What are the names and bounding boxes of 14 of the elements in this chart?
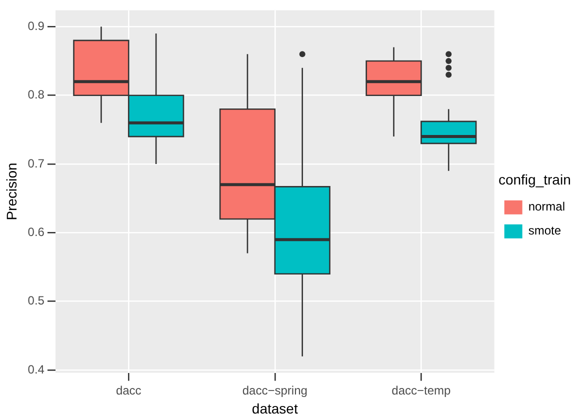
legend-title: config_train [498, 171, 571, 188]
x-tick-label: dacc [116, 383, 142, 398]
y-tick-label: 0.9 [28, 18, 45, 33]
y-tick-label: 0.8 [28, 88, 45, 102]
legend-label: smote [528, 224, 562, 238]
y-tick-label: 0.4 [28, 362, 45, 376]
x-axis-title: dataset [252, 400, 298, 416]
y-tick-label: 0.5 [28, 294, 45, 308]
y-tick-label: 0.6 [28, 225, 45, 240]
y-tick-label: 0.7 [28, 156, 45, 170]
x-tick-label: dacc−spring [242, 383, 308, 398]
legend-label: normal [528, 200, 566, 214]
y-axis-title: Precision [3, 162, 20, 220]
x-tick-label: dacc−temp [392, 383, 452, 398]
